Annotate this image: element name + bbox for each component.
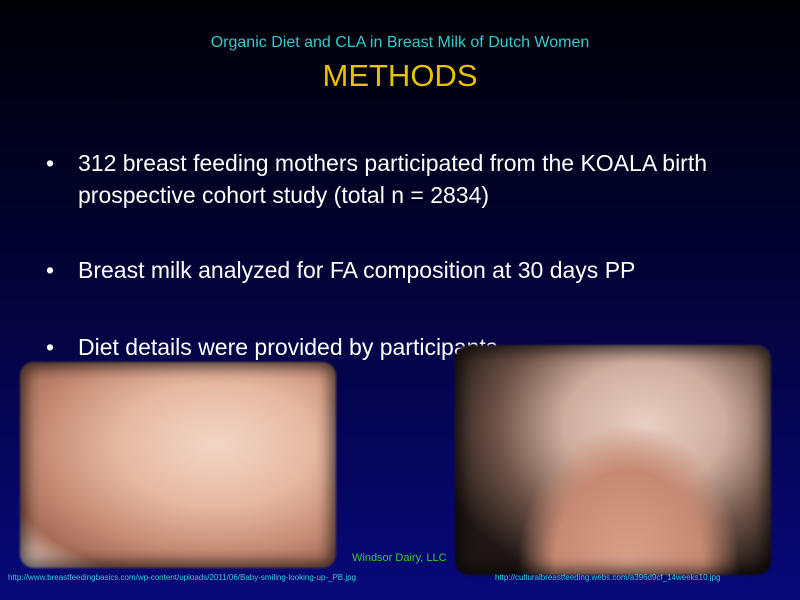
title: METHODS bbox=[322, 58, 478, 93]
bullet: 312 breast feeding mothers participated … bbox=[46, 147, 766, 211]
credit: Windsor Dairy, LLC bbox=[352, 552, 447, 564]
image-source: http://www.breastfeedingbasics.com/wp-co… bbox=[8, 573, 357, 582]
photo bbox=[20, 362, 336, 568]
bullet-text: Breast milk analyzed for FA composition … bbox=[78, 257, 636, 283]
photo bbox=[455, 345, 771, 575]
bullet-text: 312 breast feeding mothers participated … bbox=[78, 150, 708, 208]
bullet: Diet details were provided by participan… bbox=[46, 331, 766, 363]
subtitle: Organic Diet and CLA in Breast Milk of D… bbox=[210, 34, 590, 51]
bullet-text: Diet details were provided by participan… bbox=[78, 334, 498, 360]
bullet: Breast milk analyzed for FA composition … bbox=[46, 254, 766, 286]
image-source: http://culturalbreastfeeding.webs.com/a3… bbox=[495, 573, 721, 582]
